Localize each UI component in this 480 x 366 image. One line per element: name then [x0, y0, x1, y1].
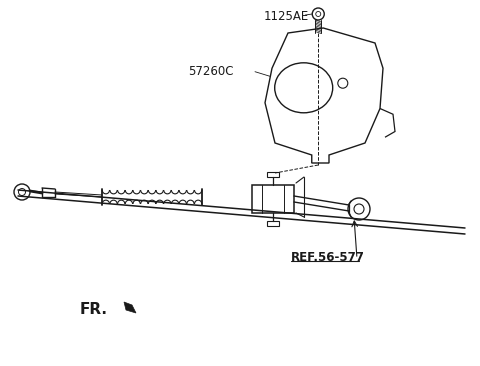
Bar	[267, 221, 279, 226]
Text: REF.56-577: REF.56-577	[291, 251, 365, 264]
Polygon shape	[124, 302, 136, 313]
Bar	[267, 172, 279, 177]
Text: 1125AE: 1125AE	[263, 10, 309, 22]
Text: FR.: FR.	[80, 302, 108, 317]
Bar	[252, 185, 294, 213]
Text: 57260C: 57260C	[188, 65, 233, 78]
